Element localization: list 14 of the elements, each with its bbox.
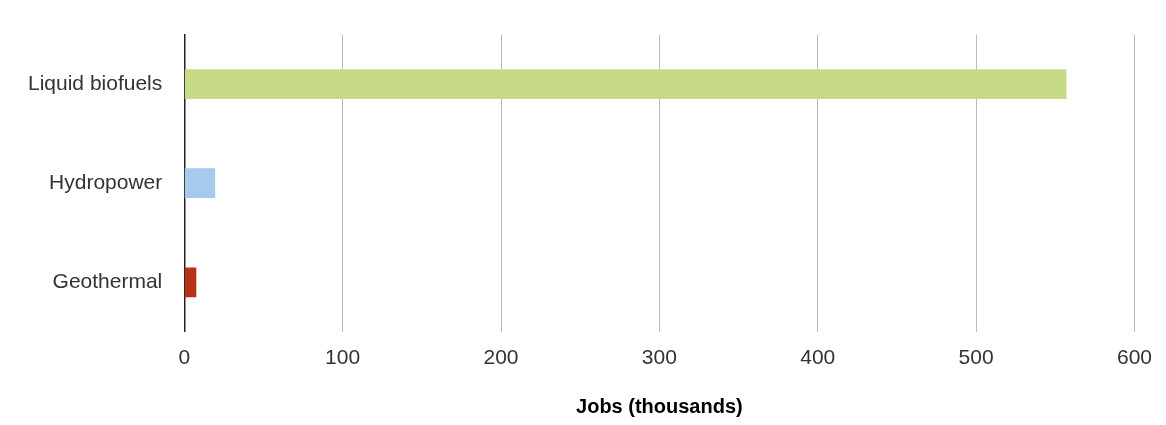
- bar: [184, 168, 216, 199]
- y-tick-label: Geothermal: [52, 269, 163, 293]
- x-tick-label: 400: [800, 345, 836, 369]
- x-tick-label: 100: [325, 345, 361, 369]
- x-tick-label: 300: [641, 345, 677, 369]
- x-tick-label: 200: [483, 345, 519, 369]
- y-tick-label: Liquid biofuels: [28, 70, 163, 94]
- x-tick-label: 0: [178, 345, 191, 369]
- y-tick-label: Hydropower: [49, 170, 163, 193]
- x-tick-label: 500: [958, 345, 994, 369]
- x-tick-label: 600: [1116, 345, 1152, 369]
- bar: [184, 69, 1067, 99]
- x-axis-title: Jobs (thousands): [576, 394, 743, 417]
- bar: [184, 267, 197, 298]
